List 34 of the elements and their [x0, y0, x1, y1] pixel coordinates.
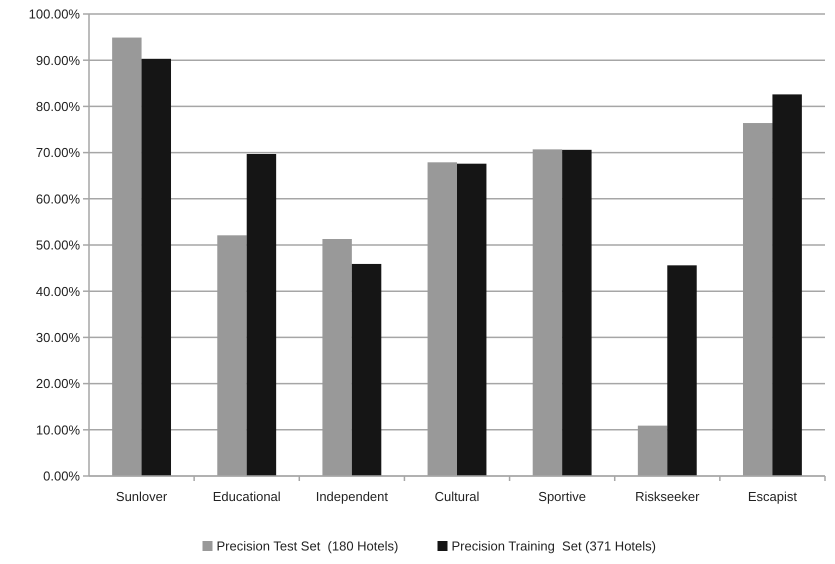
bar: [112, 38, 142, 476]
bar: [352, 264, 382, 476]
y-tick-label: 80.00%: [36, 98, 80, 114]
bar: [457, 164, 486, 476]
bar: [217, 235, 247, 476]
x-tick-label: Sunlover: [116, 489, 168, 504]
bar: [322, 238, 352, 476]
y-tick-label: 90.00%: [36, 52, 80, 68]
x-tick-label: Riskseeker: [635, 489, 700, 504]
y-tick-label: 100.00%: [28, 6, 80, 22]
y-tick-label: 20.00%: [36, 376, 80, 392]
bar: [428, 162, 457, 476]
bar: [638, 426, 668, 476]
y-tick-label: 10.00%: [36, 422, 80, 438]
x-tick-label: Educational: [212, 489, 281, 504]
legend-label: Precision Test Set (180 Hotels): [216, 538, 398, 554]
legend-label: Precision Training Set (371 Hotels): [452, 538, 656, 554]
bar: [532, 149, 562, 476]
bar: [562, 150, 592, 476]
x-tick-label: Escapist: [748, 489, 798, 504]
x-tick-label: Independent: [316, 489, 388, 504]
bar: [772, 94, 802, 476]
x-tick-label: Sportive: [538, 489, 586, 504]
x-tick-label: Cultural: [434, 489, 480, 504]
bar: [142, 58, 172, 476]
bar: [667, 265, 697, 476]
bar: [246, 154, 276, 476]
y-tick-label: 70.00%: [36, 145, 80, 160]
y-tick-label: 0.00%: [43, 468, 80, 484]
y-tick-label: 50.00%: [36, 238, 80, 253]
y-tick-label: 30.00%: [36, 330, 80, 345]
bar: [742, 123, 772, 476]
y-tick-label: 40.00%: [36, 284, 80, 299]
y-tick-label: 60.00%: [36, 191, 80, 206]
